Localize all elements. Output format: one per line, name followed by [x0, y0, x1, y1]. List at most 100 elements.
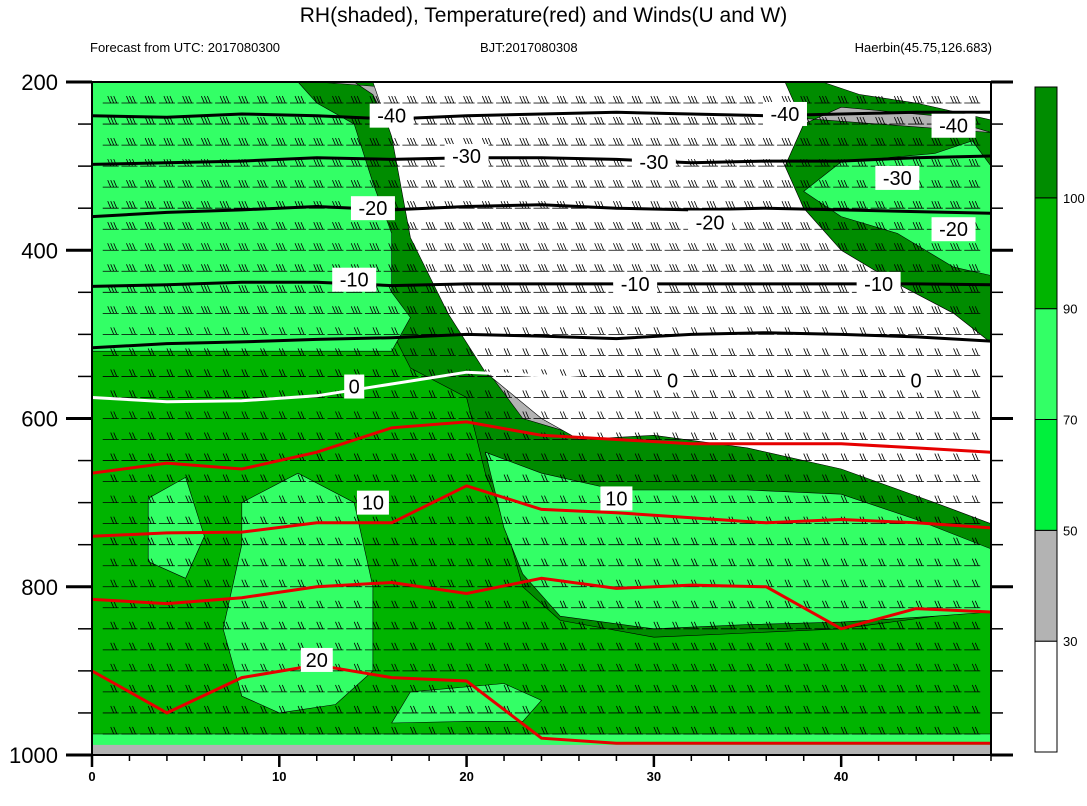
- wind-barb-flag: [335, 158, 339, 167]
- wind-barb-flag: [875, 95, 879, 104]
- wind-barb: [926, 95, 943, 104]
- wind-barb-flag: [637, 179, 642, 188]
- wind-barb-flag: [207, 201, 211, 209]
- wind-barb: [327, 453, 344, 461]
- wind-barb-flag: [899, 222, 904, 230]
- wind-barb-flag: [466, 432, 470, 440]
- wind-barb: [496, 432, 513, 440]
- wind-barb-flag: [562, 369, 567, 377]
- wind-barb: [552, 558, 569, 567]
- wind-barb-flag: [675, 285, 679, 293]
- wind-barb-flag: [613, 116, 617, 125]
- wind-barb-flag: [768, 411, 773, 419]
- wind-barb-flag: [937, 411, 942, 419]
- wind-barb-flag: [597, 516, 602, 524]
- wind-barb: [177, 243, 194, 251]
- wind-barb-flag: [369, 137, 374, 146]
- wind-barb-flag: [803, 137, 808, 146]
- wind-barb-flag: [166, 432, 171, 440]
- wind-barb-flag: [219, 201, 224, 209]
- wind-barb-flag: [338, 243, 342, 251]
- wind-barb: [477, 306, 494, 314]
- wind-barb-flag: [893, 306, 898, 314]
- wind-barb-flag: [257, 116, 261, 125]
- wind-barb: [908, 411, 925, 419]
- wind-barb-flag: [297, 95, 302, 104]
- wind-barb-flag: [281, 537, 286, 545]
- wind-barb-flag: [129, 348, 133, 356]
- wind-barb-flag: [428, 222, 433, 230]
- wind-barb-flag: [278, 243, 283, 251]
- wind-barb: [645, 390, 662, 398]
- wind-barb-flag: [878, 453, 882, 461]
- wind-barb-flag: [294, 285, 299, 293]
- wind-barb: [383, 243, 400, 251]
- wind-barb: [702, 474, 719, 482]
- wind-barb-flag: [147, 327, 152, 335]
- wind-barb-flag: [819, 201, 823, 209]
- wind-barb-flag: [881, 137, 885, 146]
- wind-barb: [402, 432, 419, 440]
- wind-barb: [140, 558, 157, 567]
- wind-barb-flag: [260, 579, 264, 587]
- wind-barb-flag: [281, 369, 286, 377]
- wind-barb-flag: [356, 158, 361, 167]
- wind-barb-flag: [840, 369, 845, 377]
- wind-barb-flag: [166, 474, 171, 482]
- wind-barb-flag: [350, 306, 355, 314]
- wind-barb-flag: [687, 95, 692, 104]
- wind-barb: [514, 222, 531, 230]
- wind-barb: [140, 474, 157, 482]
- wind-barb-flag: [356, 327, 361, 335]
- wind-barb: [664, 137, 681, 146]
- wind-barb: [402, 137, 419, 146]
- wind-barb: [121, 95, 138, 104]
- wind-barb-flag: [787, 474, 792, 482]
- wind-barb-flag: [244, 432, 249, 440]
- wind-barb: [514, 179, 531, 188]
- wind-barb-flag: [166, 453, 171, 461]
- wind-barb-flag: [375, 95, 380, 104]
- wind-barb-flag: [126, 179, 130, 188]
- wind-barb-flag: [687, 306, 692, 314]
- wind-barb-flag: [185, 306, 190, 314]
- wind-barb-flag: [669, 137, 673, 146]
- wind-barb-flag: [862, 137, 867, 146]
- wind-barb: [271, 411, 288, 419]
- wind-barb-flag: [506, 474, 511, 482]
- wind-barb: [926, 390, 943, 398]
- wind-barb: [421, 453, 438, 461]
- wind-barb-flag: [147, 264, 152, 272]
- wind-barb-flag: [669, 264, 673, 272]
- wind-barb-flag: [613, 95, 617, 104]
- wind-barb-flag: [825, 411, 829, 419]
- wind-barb: [402, 306, 419, 314]
- wind-barb: [589, 558, 606, 567]
- wind-barb-flag: [616, 95, 620, 104]
- wind-barb-flag: [241, 179, 246, 188]
- wind-barb-flag: [394, 474, 399, 482]
- wind-barb-flag: [562, 137, 567, 146]
- wind-barb-flag: [207, 411, 211, 419]
- wind-barb: [102, 116, 119, 125]
- wind-barb: [758, 369, 775, 377]
- wind-barb-flag: [728, 537, 733, 545]
- wind-barb-flag: [656, 327, 661, 335]
- wind-barb: [870, 432, 887, 440]
- wind-barb-flag: [765, 243, 770, 251]
- wind-barb: [140, 390, 157, 398]
- wind-barb-flag: [506, 390, 511, 398]
- wind-barb-flag: [204, 411, 208, 419]
- wind-barb-flag: [597, 285, 602, 293]
- wind-barb-flag: [634, 95, 639, 104]
- wind-barb-flag: [744, 95, 748, 104]
- wind-barb-flag: [893, 95, 898, 104]
- wind-barb-flag: [950, 243, 954, 251]
- wind-barb-flag: [222, 558, 227, 566]
- wind-barb-flag: [896, 537, 901, 545]
- wind-barb-flag: [219, 285, 224, 293]
- wind-barb-flag: [222, 474, 227, 482]
- wind-barb: [252, 327, 269, 335]
- wind-barb-flag: [787, 285, 792, 293]
- wind-barb-flag: [450, 264, 455, 272]
